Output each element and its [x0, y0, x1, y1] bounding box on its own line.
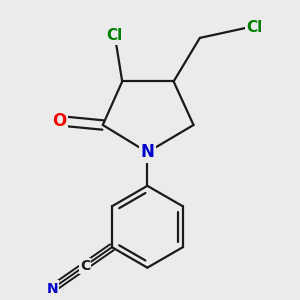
Text: N: N	[47, 281, 58, 296]
Text: N: N	[140, 143, 154, 161]
Text: Cl: Cl	[246, 20, 262, 35]
Text: O: O	[52, 112, 66, 130]
Text: Cl: Cl	[107, 28, 123, 43]
Text: C: C	[80, 259, 90, 273]
